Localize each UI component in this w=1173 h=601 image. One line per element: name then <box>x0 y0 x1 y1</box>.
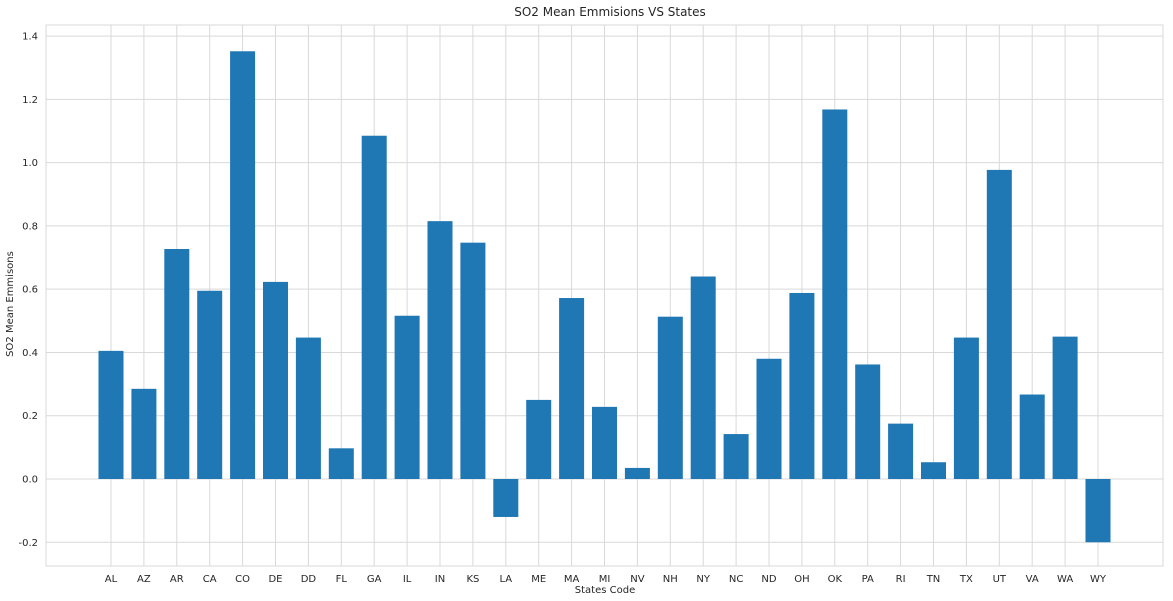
x-tick-label: NH <box>663 574 678 585</box>
bar-az <box>131 388 157 479</box>
bar-me <box>526 399 552 479</box>
x-tick-label: CO <box>235 574 250 585</box>
bar-al <box>98 350 124 479</box>
x-tick-label: NC <box>729 574 743 585</box>
x-tick-label: OH <box>794 574 809 585</box>
y-tick-label: 1.4 <box>22 32 38 43</box>
bar-nc <box>723 434 749 479</box>
bar-pa <box>855 364 881 479</box>
x-tick-label: LA <box>499 574 512 585</box>
x-tick-labels: AL AZ AR CA CO DE DD FL GA IL IN KS LA ME MA MI NV NH NY NC… <box>105 574 1107 585</box>
chart-title: SO2 Mean Emmisions VS States <box>514 5 706 19</box>
y-axis-label: SO2 Mean Emmisons <box>5 251 16 357</box>
x-tick-label: ND <box>761 574 776 585</box>
x-tick-label: GA <box>367 574 382 585</box>
y-tick-label: 0.2 <box>22 411 38 422</box>
bar-wa <box>1052 336 1078 479</box>
x-tick-label: IN <box>435 574 445 585</box>
bar-il <box>394 315 420 479</box>
y-tick-labels: -0.2 0.0 0.2 0.4 0.6 0.8 1.0 1.2 1.4 <box>18 32 38 549</box>
bar-co <box>230 51 256 479</box>
x-tick-label: MA <box>564 574 580 585</box>
x-tick-label: CA <box>203 574 217 585</box>
y-tick-label: 1.2 <box>22 95 38 106</box>
x-tick-label: RI <box>896 574 906 585</box>
y-tick-label: 0.8 <box>22 221 38 232</box>
bar-fl <box>328 448 354 479</box>
bar-va <box>1019 394 1045 479</box>
bar-ut <box>986 169 1012 479</box>
y-tick-label: 0.0 <box>22 474 38 485</box>
x-tick-label: UT <box>993 574 1007 585</box>
bar-ga <box>361 135 387 479</box>
plot-frame <box>45 24 1164 567</box>
x-tick-label: WA <box>1057 574 1073 585</box>
bar-ma <box>559 298 585 479</box>
y-tick-label: 0.4 <box>22 348 38 359</box>
bar-mi <box>591 406 618 479</box>
x-tick-label: WY <box>1090 574 1107 585</box>
bar-ok <box>822 109 848 479</box>
y-tick-label: -0.2 <box>18 538 38 549</box>
x-tick-label: VA <box>1026 574 1039 585</box>
bar-la <box>493 478 519 517</box>
x-tick-label: DE <box>268 574 282 585</box>
bar-in <box>427 221 453 479</box>
bar-tx <box>953 337 979 479</box>
bar-dd <box>295 337 321 479</box>
x-tick-label: TN <box>926 574 941 585</box>
bar-tn <box>920 462 947 479</box>
bar-ny <box>690 276 716 479</box>
bar-oh <box>789 292 815 479</box>
x-tick-label: NV <box>630 574 644 585</box>
x-axis-label: States Code <box>575 585 635 596</box>
x-tick-label: TX <box>959 574 973 585</box>
x-tick-label: AL <box>105 574 118 585</box>
x-tick-label: MI <box>599 574 611 585</box>
bar-ri <box>888 423 914 479</box>
y-tick-label: 1.0 <box>22 158 38 169</box>
bar-nv <box>624 467 650 479</box>
x-tick-label: KS <box>466 574 479 585</box>
x-tick-label: FL <box>336 574 348 585</box>
x-tick-label: AZ <box>137 574 151 585</box>
bar-de <box>262 281 289 479</box>
bar-ca <box>197 290 223 479</box>
x-tick-label: IL <box>403 574 412 585</box>
y-tick-label: 0.6 <box>22 285 38 296</box>
x-tick-label: PA <box>862 574 874 585</box>
bar-wy <box>1085 478 1111 543</box>
x-tick-label: AR <box>170 574 184 585</box>
bar-nh <box>657 316 683 479</box>
x-tick-label: DD <box>301 574 317 585</box>
x-tick-label: ME <box>531 574 546 585</box>
bar-nd <box>756 358 782 479</box>
x-tick-label: OK <box>828 574 843 585</box>
bars <box>98 51 1111 543</box>
bar-ks <box>460 242 486 479</box>
x-tick-label: NY <box>696 574 710 585</box>
bar-ar <box>164 248 190 479</box>
